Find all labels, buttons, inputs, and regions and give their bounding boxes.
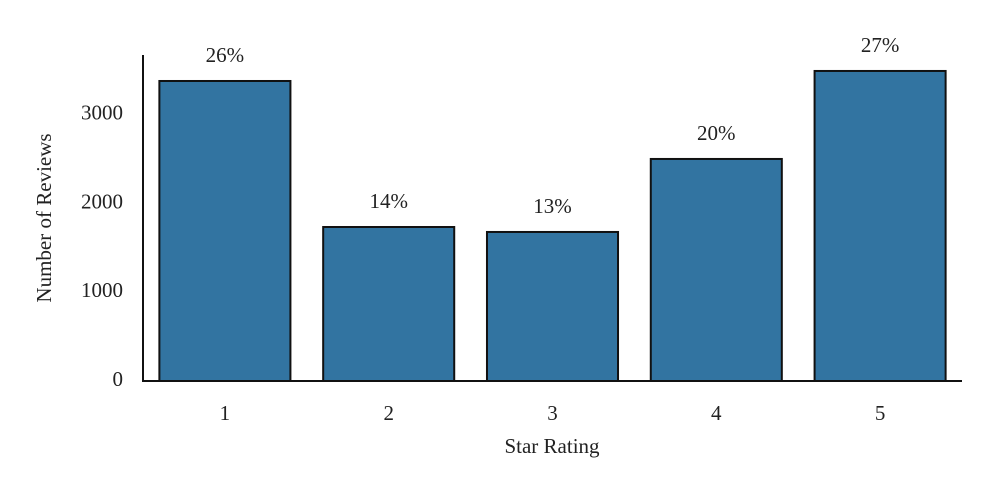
y-tick-label: 2000 xyxy=(81,189,123,213)
data-label: 13% xyxy=(533,194,572,218)
y-tick-label: 3000 xyxy=(81,101,123,125)
bar xyxy=(813,69,947,382)
bar xyxy=(485,230,620,382)
data-label: 27% xyxy=(861,33,900,57)
bar xyxy=(158,79,292,382)
x-tick-label: 1 xyxy=(220,401,231,425)
y-tick-label: 1000 xyxy=(81,278,123,302)
y-axis-label: Number of Reviews xyxy=(32,133,56,302)
data-label: 26% xyxy=(206,43,245,67)
bar xyxy=(649,157,783,382)
x-tick-label: 2 xyxy=(383,401,394,425)
y-tick-label: 0 xyxy=(113,367,124,391)
x-tick-label: 3 xyxy=(547,401,558,425)
bar xyxy=(322,226,456,382)
data-label: 20% xyxy=(697,121,736,145)
x-tick-label: 5 xyxy=(875,401,886,425)
data-label: 14% xyxy=(369,189,408,213)
x-tick-label: 4 xyxy=(711,401,722,425)
x-axis-label: Star Rating xyxy=(504,434,600,458)
